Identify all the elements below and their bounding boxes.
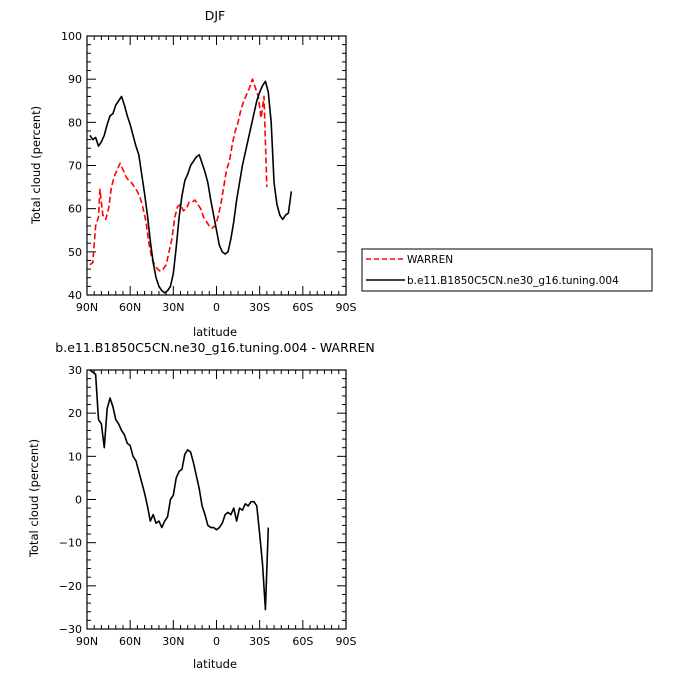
y-tick-label: −30 <box>59 623 82 636</box>
x-tick-label: 30S <box>249 635 270 648</box>
chart-title: b.e11.B1850C5CN.ne30_g16.tuning.004 - WA… <box>55 340 374 355</box>
x-tick-label: 90S <box>336 301 357 314</box>
x-tick-label: 30N <box>162 635 184 648</box>
x-tick-label: 90N <box>76 301 98 314</box>
y-tick-label: 90 <box>68 73 82 86</box>
y-tick-label: 0 <box>75 494 82 507</box>
x-tick-label: 60S <box>292 635 313 648</box>
x-tick-label: 0 <box>213 635 220 648</box>
y-tick-label: 30 <box>68 364 82 377</box>
x-tick-label: 90N <box>76 635 98 648</box>
chart-title: DJF <box>205 8 226 23</box>
x-tick-label: 60S <box>292 301 313 314</box>
y-tick-label: 40 <box>68 289 82 302</box>
x-tick-label: 60N <box>119 635 141 648</box>
y-tick-label: 10 <box>68 450 82 463</box>
y-tick-label: 80 <box>68 116 82 129</box>
x-tick-label: 90S <box>336 635 357 648</box>
plot-area: 90N 60N 30N 0 30S 60S 90S 40 50 60 70 80 90 100 <box>61 30 357 314</box>
legend: WARREN b.e11.B1850C5CN.ne30_g16.tuning.0… <box>361 248 653 292</box>
x-axis-label: latitude <box>193 657 237 671</box>
x-tick-label: 60N <box>119 301 141 314</box>
series-line-0 <box>89 78 268 273</box>
series-line-1 <box>89 80 293 294</box>
x-axis-label: latitude <box>193 325 237 339</box>
y-axis-label: Total cloud (percent) <box>27 439 41 558</box>
legend-box <box>361 248 653 292</box>
plot-frame <box>86 369 347 630</box>
x-tick-label: 30N <box>162 301 184 314</box>
y-tick-label: −20 <box>59 580 82 593</box>
legend-label-model: b.e11.B1850C5CN.ne30_g16.tuning.004 <box>407 275 619 287</box>
y-tick-label: −10 <box>59 537 82 550</box>
plot-frame <box>86 35 347 296</box>
panel-top-djf: DJF 90N 60N 30N 0 30S 60S 90S 40 50 60 70 80 90 100 l… <box>29 8 357 339</box>
plot-area: 90N 60N 30N 0 30S 60S 90S −30 −20 −10 0 10 20 30 <box>59 364 357 648</box>
y-tick-label: 60 <box>68 203 82 216</box>
x-tick-label: 30S <box>249 301 270 314</box>
legend-label-warren: WARREN <box>407 254 453 266</box>
y-tick-label: 70 <box>68 160 82 173</box>
x-tick-label: 0 <box>213 301 220 314</box>
y-tick-label: 20 <box>68 407 82 420</box>
series-line-0 <box>89 369 270 611</box>
y-tick-label: 100 <box>61 30 82 43</box>
y-tick-label: 50 <box>68 246 82 259</box>
panel-bottom-difference: b.e11.B1850C5CN.ne30_g16.tuning.004 - WA… <box>27 340 375 671</box>
y-axis-label: Total cloud (percent) <box>29 106 43 225</box>
